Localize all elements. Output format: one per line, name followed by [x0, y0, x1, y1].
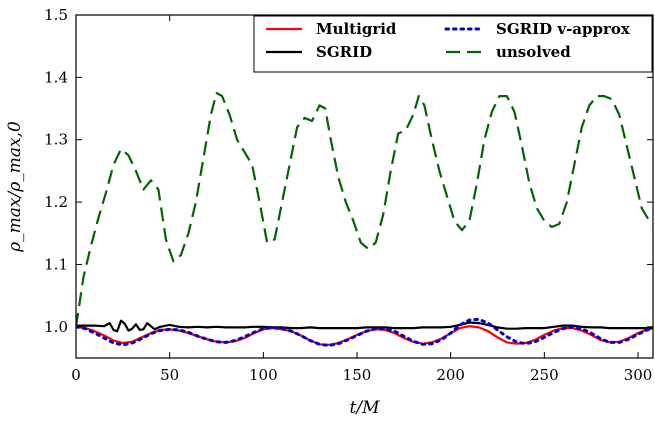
x-tick-label: 0: [71, 366, 81, 384]
plot-frame: [75, 14, 654, 359]
x-tick-label: 150: [343, 366, 372, 384]
x-tick-label: 100: [249, 366, 278, 384]
legend-box: [253, 15, 653, 73]
x-tick-label: 50: [160, 366, 179, 384]
y-tick-label: 1.5: [44, 6, 68, 24]
legend-label: SGRID v-approx: [496, 20, 631, 38]
axis-ticks: 0 50 100 150 200 250 300 1.0 1.1 1.2 1.3 1.4 1.5: [44, 6, 653, 384]
x-tick-label: 300: [624, 366, 653, 384]
series-line-3: [76, 91, 653, 327]
x-axis-label: t/M: [350, 398, 381, 418]
series-line-0: [76, 325, 653, 346]
legend-label: Multigrid: [316, 20, 397, 38]
axis-labels: t/M ρ_max/ρ_max,0: [5, 121, 380, 418]
series-line-1: [76, 319, 653, 333]
plot-area: [75, 14, 654, 359]
y-tick-label: 1.2: [44, 193, 68, 211]
y-axis-label: ρ_max/ρ_max,0: [5, 121, 25, 253]
legend: Multigrid SGRID SGRID v-approx unsolved: [253, 15, 653, 73]
y-tick-label: 1.4: [44, 68, 68, 86]
series-line-2: [76, 317, 653, 347]
x-tick-label: 250: [530, 366, 559, 384]
y-tick-label: 1.3: [44, 131, 68, 149]
legend-label: unsolved: [496, 43, 571, 61]
legend-label: SGRID: [316, 43, 372, 61]
x-tick-label: 200: [436, 366, 465, 384]
y-tick-label: 1.1: [44, 255, 68, 273]
y-tick-label: 1.0: [44, 318, 68, 336]
